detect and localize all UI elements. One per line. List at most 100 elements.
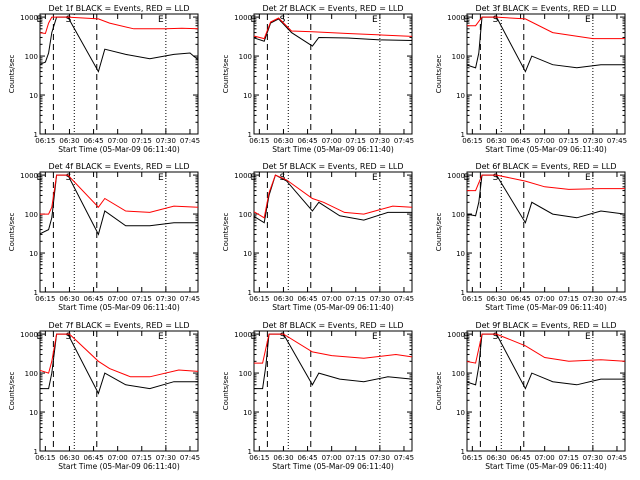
x-axis-label: Start Time (05-Mar-09 06:11:40) — [58, 303, 180, 312]
x-axis-label: Start Time (05-Mar-09 06:11:40) — [485, 145, 607, 154]
x-tick-label: 07:45 — [394, 454, 414, 462]
y-tick-label: 1 — [461, 448, 465, 456]
y-axis-label: Counts/sec — [435, 213, 443, 252]
y-tick-label: 1000 — [447, 331, 465, 339]
x-tick-label: 06:30 — [273, 454, 293, 462]
x-tick-label: 07:30 — [156, 454, 176, 462]
y-tick-label: 1000 — [234, 172, 252, 180]
chart-title: Det 1f BLACK = Events, RED = LLD — [48, 4, 189, 13]
x-tick-label: 07:45 — [607, 137, 627, 145]
x-tick-label: 06:45 — [83, 137, 103, 145]
x-tick-label: 06:45 — [83, 295, 103, 303]
x-tick-label: 06:30 — [273, 137, 293, 145]
marker-label-e: E — [37, 15, 43, 25]
marker-label-e: E — [585, 332, 591, 342]
x-tick-label: 07:45 — [180, 295, 200, 303]
y-tick-label: 10 — [456, 92, 465, 100]
x-tick-label: 06:30 — [486, 295, 506, 303]
x-tick-label: 06:30 — [486, 137, 506, 145]
y-tick-label: 1 — [461, 289, 465, 297]
x-tick-label: 07:30 — [370, 295, 390, 303]
y-tick-label: 1 — [34, 131, 38, 139]
y-tick-label: 100 — [452, 370, 465, 378]
marker-label-e: E — [585, 173, 591, 183]
x-tick-label: 06:45 — [510, 454, 530, 462]
x-tick-label: 06:15 — [249, 454, 269, 462]
x-tick-label: 06:45 — [297, 454, 317, 462]
y-tick-label: 10 — [29, 250, 38, 258]
plot-frame — [253, 13, 413, 135]
chart-panel-1: Det 1f BLACK = Events, RED = LLD 1 10 100 10… — [8, 4, 200, 154]
y-tick-label: 100 — [25, 53, 38, 61]
y-tick-label: 1 — [248, 448, 252, 456]
y-tick-label: 1000 — [20, 331, 38, 339]
series-line-lld — [467, 333, 625, 364]
series-line-events — [254, 174, 412, 224]
x-tick-label: 07:30 — [370, 454, 390, 462]
x-tick-label: 07:45 — [394, 295, 414, 303]
series-line-lld — [254, 333, 412, 364]
series-line-lld — [40, 333, 198, 378]
series-line-events — [254, 333, 412, 390]
x-tick-label: 07:30 — [156, 295, 176, 303]
marker-label-s: S — [66, 173, 72, 183]
y-tick-label: 1000 — [447, 172, 465, 180]
y-tick-label: 1000 — [20, 172, 38, 180]
y-axis-label: Counts/sec — [222, 213, 230, 252]
y-tick-label: 1000 — [447, 14, 465, 22]
x-tick-label: 07:45 — [180, 454, 200, 462]
x-tick-label: 07:30 — [583, 454, 603, 462]
y-tick-label: 100 — [239, 370, 252, 378]
series-line-events — [40, 16, 198, 73]
x-axis-label: Start Time (05-Mar-09 06:11:40) — [485, 303, 607, 312]
chart-title: Det 2f BLACK = Events, RED = LLD — [262, 4, 403, 13]
plot-frame — [466, 330, 626, 452]
y-tick-label: 100 — [239, 211, 252, 219]
y-tick-label: 10 — [456, 409, 465, 417]
x-tick-label: 07:45 — [607, 454, 627, 462]
y-tick-label: 10 — [243, 409, 252, 417]
series-line-events — [40, 174, 198, 236]
y-tick-label: 1 — [461, 131, 465, 139]
plot-frame — [39, 13, 199, 135]
x-tick-label: 07:45 — [394, 137, 414, 145]
x-tick-label: 07:00 — [322, 454, 342, 462]
marker-label-s: S — [493, 15, 499, 25]
x-tick-label: 06:30 — [59, 295, 79, 303]
y-tick-label: 1 — [34, 289, 38, 297]
marker-label-e: E — [372, 173, 378, 183]
marker-label-e: E — [464, 173, 470, 183]
x-tick-label: 07:15 — [559, 137, 579, 145]
chart-title: Det 8f BLACK = Events, RED = LLD — [262, 321, 403, 330]
plot-frame — [253, 330, 413, 452]
plot-frame — [39, 330, 199, 452]
x-tick-label: 07:45 — [607, 295, 627, 303]
marker-label-e: E — [158, 15, 164, 25]
x-tick-label: 07:15 — [346, 454, 366, 462]
plot-frame — [466, 171, 626, 293]
y-tick-label: 1 — [248, 131, 252, 139]
marker-label-e: E — [158, 173, 164, 183]
x-axis-label: Start Time (05-Mar-09 06:11:40) — [272, 145, 394, 154]
plot-frame — [466, 13, 626, 135]
y-axis-label: Counts/sec — [435, 372, 443, 411]
chart-panel-4: Det 4f BLACK = Events, RED = LLD 1 10 100 10… — [8, 162, 200, 312]
plot-frame — [253, 171, 413, 293]
x-tick-label: 07:00 — [535, 454, 555, 462]
chart-title: Det 5f BLACK = Events, RED = LLD — [262, 162, 403, 171]
y-tick-label: 10 — [29, 409, 38, 417]
x-axis-label: Start Time (05-Mar-09 06:11:40) — [485, 462, 607, 471]
series-line-events — [40, 333, 198, 395]
x-tick-label: 07:00 — [535, 137, 555, 145]
x-axis-label: Start Time (05-Mar-09 06:11:40) — [58, 462, 180, 471]
x-tick-label: 06:30 — [273, 295, 293, 303]
series-line-lld — [40, 174, 198, 215]
x-tick-label: 07:15 — [132, 137, 152, 145]
y-tick-label: 10 — [456, 250, 465, 258]
y-axis-label: Counts/sec — [8, 372, 16, 411]
x-tick-label: 07:30 — [583, 137, 603, 145]
series-line-events — [467, 174, 625, 224]
marker-label-s: S — [493, 332, 499, 342]
x-tick-label: 06:15 — [249, 137, 269, 145]
x-tick-label: 07:00 — [322, 137, 342, 145]
